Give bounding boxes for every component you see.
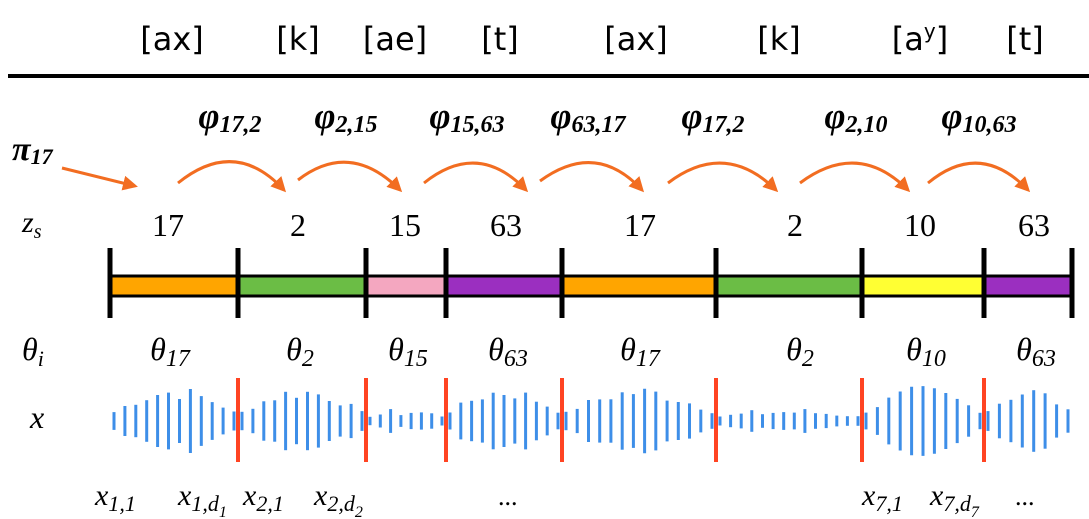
segment-fill xyxy=(364,274,448,298)
waveform xyxy=(112,386,1070,456)
segment-bar xyxy=(107,248,1075,318)
param-label: θ17 xyxy=(150,331,191,372)
obs-label-x71: x7,1 xyxy=(861,479,903,516)
state-value: 2 xyxy=(290,207,306,243)
state-value: 17 xyxy=(152,207,184,243)
transition-arcs xyxy=(177,160,1031,193)
phoneme-label: [k] xyxy=(276,20,320,58)
state-value: 63 xyxy=(1018,207,1050,243)
phoneme-label: [k] xyxy=(757,20,801,58)
segment-fill xyxy=(444,274,564,298)
transition-arrow xyxy=(297,160,403,193)
transition-label: φ15,63 xyxy=(429,96,504,138)
transition-label: φ17,2 xyxy=(198,96,261,138)
phoneme-label: [t] xyxy=(1006,20,1044,58)
segment-fill xyxy=(860,274,986,298)
state-value: 15 xyxy=(389,207,421,243)
obs-label-x7d7: x7,d7 xyxy=(929,479,980,519)
param-label: θ63 xyxy=(1016,331,1056,372)
param-label: θ15 xyxy=(388,331,428,372)
transition-label: φ63,17 xyxy=(550,96,626,138)
state-row-label: zs xyxy=(21,206,42,243)
phoneme-label: [ae] xyxy=(363,20,427,58)
transition-arrow xyxy=(423,161,529,193)
segment-fill xyxy=(236,274,368,298)
transition-label: φ10,63 xyxy=(941,96,1016,138)
observation-labels: x1,1 x1,d1 x2,1 x2,d2 ... x7,1 x7,d7 ... xyxy=(94,479,1035,519)
transition-label: φ2,15 xyxy=(314,96,377,138)
phoneme-label: [ax] xyxy=(604,20,668,58)
state-value: 63 xyxy=(490,207,522,243)
obs-label-x1d1: x1,d1 xyxy=(177,479,227,519)
transition-arrow xyxy=(799,161,911,193)
initial-arrow xyxy=(61,166,138,191)
obs-label-x2d2: x2,d2 xyxy=(313,479,363,519)
param-label: θ63 xyxy=(488,331,528,372)
segment-boundaries xyxy=(236,378,986,462)
transition-label: φ2,10 xyxy=(824,96,887,138)
state-values: 17 2 15 63 17 2 10 63 xyxy=(152,207,1050,243)
transition-arrow xyxy=(667,161,779,193)
phoneme-row: [ax] [k] [ae] [t] [ax] [k] [ay] [t] xyxy=(140,19,1044,58)
transition-label: φ17,2 xyxy=(681,96,744,138)
param-label: θ10 xyxy=(906,331,946,372)
param-row-label: θi xyxy=(22,331,44,371)
transition-arrow xyxy=(177,160,287,193)
observation-row-label: x xyxy=(29,399,44,435)
segment-fill xyxy=(982,274,1074,298)
phoneme-label-ay: [ay] xyxy=(892,19,948,58)
transition-labels: φ17,2 φ2,15 φ15,63 φ63,17 φ17,2 φ2,10 φ1… xyxy=(198,96,1016,138)
obs-ellipsis: ... xyxy=(498,482,518,511)
param-labels: θ17 θ2 θ15 θ63 θ17 θ2 θ10 θ63 xyxy=(150,331,1056,372)
phoneme-label: [t] xyxy=(481,20,519,58)
initial-prob-label: π17 xyxy=(12,131,54,169)
param-label: θ17 xyxy=(620,331,661,372)
transition-arrow xyxy=(539,161,645,193)
obs-label-x11: x1,1 xyxy=(94,479,136,516)
obs-label-x21: x2,1 xyxy=(242,479,284,516)
phoneme-label: [ax] xyxy=(140,20,204,58)
obs-ellipsis: ... xyxy=(1015,482,1035,511)
segment-fill xyxy=(714,274,864,298)
param-label: θ2 xyxy=(286,331,314,372)
transition-arrow xyxy=(927,161,1031,193)
param-label: θ2 xyxy=(786,331,814,372)
segment-fill xyxy=(108,274,240,298)
state-value: 17 xyxy=(624,207,656,243)
segment-fill xyxy=(560,274,718,298)
state-value: 2 xyxy=(787,207,803,243)
state-value: 10 xyxy=(904,207,936,243)
